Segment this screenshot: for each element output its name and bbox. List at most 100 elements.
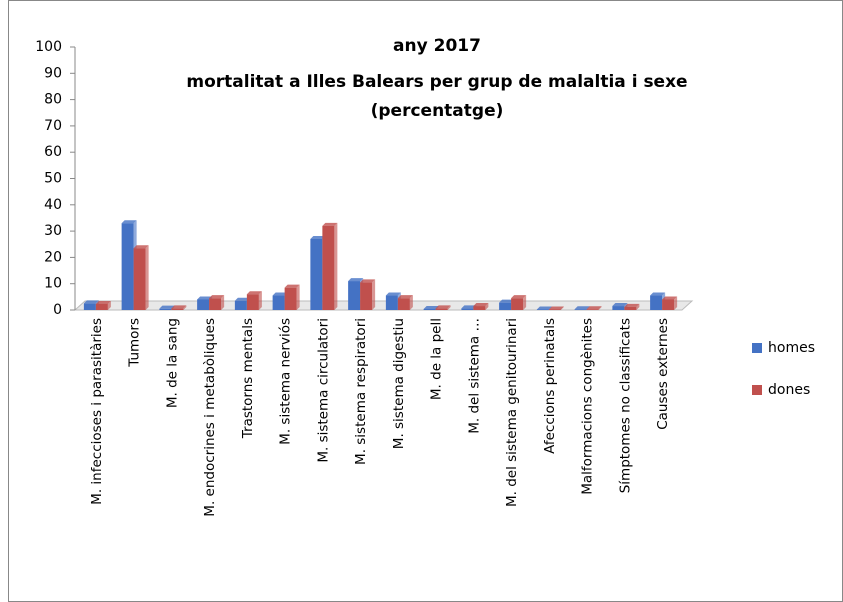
bar xyxy=(624,306,637,310)
bar-top xyxy=(650,292,666,296)
bar xyxy=(171,308,184,310)
bar xyxy=(397,298,410,310)
x-tick-label: M. sistema circulatori xyxy=(315,318,331,463)
chart-title: any 2017 xyxy=(393,36,481,56)
bar-top xyxy=(397,295,413,299)
bar-side xyxy=(674,296,678,310)
x-tick-label: M. de la pell xyxy=(429,318,445,400)
bar-top xyxy=(95,300,111,304)
legend-label: homes xyxy=(768,340,815,356)
y-tick-label: 10 xyxy=(44,276,62,292)
y-tick-label: 30 xyxy=(44,223,62,239)
bar-side xyxy=(107,300,111,310)
bar xyxy=(461,308,474,310)
bar-top xyxy=(662,296,678,300)
bar-top xyxy=(234,297,250,301)
bar xyxy=(662,299,675,310)
bar-top xyxy=(499,299,515,303)
x-tick-label: M. infeccioses i parasitàries xyxy=(89,318,105,505)
bar xyxy=(536,309,549,310)
x-tick-label: Tumors xyxy=(127,318,143,368)
bar-side xyxy=(296,284,300,310)
bar-top xyxy=(511,295,527,299)
bar-side xyxy=(221,295,225,310)
x-tick-label: M. del sistema … xyxy=(466,318,482,434)
bar-top xyxy=(574,306,590,310)
bar xyxy=(473,306,486,310)
x-tick-label: M. de la sang xyxy=(164,318,180,408)
bar xyxy=(246,294,259,310)
x-tick-label: M. sistema nerviós xyxy=(278,318,294,445)
bar-top xyxy=(423,305,439,309)
bar-top xyxy=(121,220,137,224)
x-tick-label: M. del sistema genitourinari xyxy=(504,318,520,507)
bar xyxy=(586,309,599,310)
x-tick-label: Afeccions perinatals xyxy=(542,318,558,454)
bar xyxy=(574,309,587,310)
bar xyxy=(159,308,172,310)
bar xyxy=(360,282,373,310)
bar-top xyxy=(612,303,628,307)
bar-top xyxy=(209,295,225,299)
bar xyxy=(348,281,361,310)
bar xyxy=(197,299,210,310)
chart-title: mortalitat a Illes Balears per grup de m… xyxy=(186,72,687,92)
y-tick-label: 0 xyxy=(53,302,62,318)
bar xyxy=(612,306,625,310)
bar-top xyxy=(322,222,338,226)
bar xyxy=(133,248,146,310)
bar xyxy=(499,302,512,310)
bar-top xyxy=(246,291,262,295)
bar-top xyxy=(385,292,401,296)
bar xyxy=(209,298,222,310)
bar xyxy=(548,309,561,310)
bar-side xyxy=(598,306,602,310)
legend-swatch xyxy=(752,385,762,395)
bar-side xyxy=(183,305,187,310)
bar-side xyxy=(636,303,640,310)
bar-top xyxy=(284,284,300,288)
x-tick-label: M. sistema digestiu xyxy=(391,318,407,449)
bar xyxy=(650,295,663,310)
bar-side xyxy=(485,303,489,310)
bar-top xyxy=(586,306,602,310)
bar-top xyxy=(197,296,213,300)
bar-top xyxy=(171,305,187,309)
bar-top xyxy=(348,278,364,282)
bar-side xyxy=(145,245,149,310)
bar-top xyxy=(83,300,99,304)
bar-top xyxy=(624,303,640,307)
bar-side xyxy=(334,222,338,310)
x-tick-label: M. endocrines i metabòliques xyxy=(202,318,218,517)
chart-title: (percentatge) xyxy=(371,101,504,121)
bar-side xyxy=(372,279,376,310)
y-tick-label: 60 xyxy=(44,144,62,160)
bar-side xyxy=(560,306,564,310)
bar xyxy=(310,238,323,310)
bar xyxy=(272,295,285,310)
bar xyxy=(83,303,96,310)
bar-side xyxy=(409,295,413,310)
legend-swatch xyxy=(752,343,762,353)
y-tick-label: 50 xyxy=(44,171,62,187)
y-tick-label: 100 xyxy=(35,39,62,55)
bar-side xyxy=(523,295,527,310)
bar xyxy=(95,303,108,310)
x-tick-label: M. sistema respiratori xyxy=(353,318,369,465)
bar-top xyxy=(473,303,489,307)
y-tick-label: 70 xyxy=(44,118,62,134)
x-tick-label: Causes externes xyxy=(655,318,671,430)
bar xyxy=(423,308,436,310)
y-tick-label: 90 xyxy=(44,65,62,81)
bar-top xyxy=(310,235,326,239)
y-tick-label: 40 xyxy=(44,197,62,213)
bar-top xyxy=(536,306,552,310)
x-tick-label: Malformacions congènites xyxy=(580,318,596,495)
bar xyxy=(385,295,398,310)
bar xyxy=(322,225,335,310)
bar-side xyxy=(258,291,262,310)
x-tick-label: Trastorns mentals xyxy=(240,318,256,439)
legend-label: dones xyxy=(768,382,810,398)
bar-side xyxy=(447,305,451,310)
